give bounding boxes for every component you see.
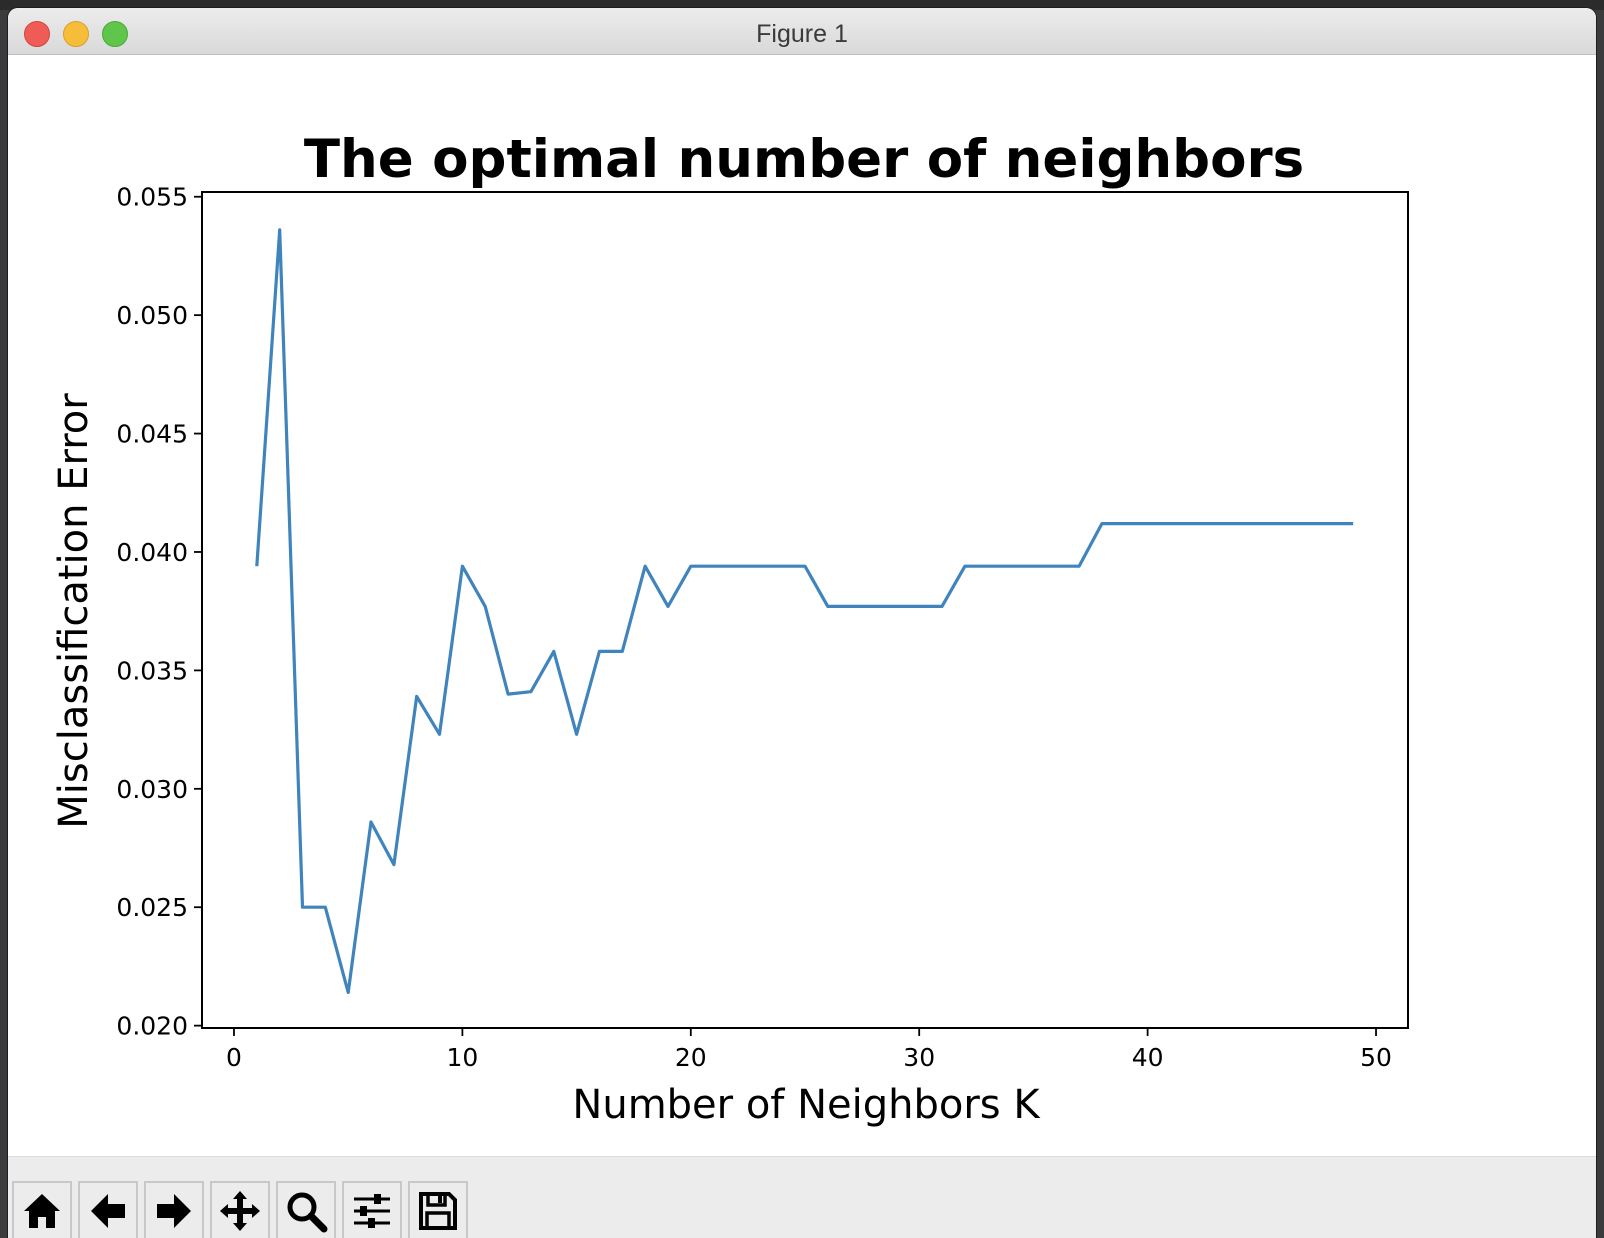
chart-title: The optimal number of neighbors	[304, 129, 1304, 190]
series-line-0	[255, 228, 1354, 995]
x-tick-label: 10	[446, 1043, 478, 1072]
navigation-toolbar	[8, 1156, 1596, 1238]
y-tick-label: 0.030	[116, 775, 188, 804]
y-tick-label: 0.020	[116, 1012, 188, 1041]
window-title: Figure 1	[756, 20, 848, 48]
x-tick-label: 30	[903, 1043, 935, 1072]
x-tick-label: 40	[1132, 1043, 1164, 1072]
arrow-right-icon	[157, 1194, 191, 1228]
y-tick-label: 0.055	[116, 183, 188, 212]
configure-subplots-button[interactable]	[342, 1181, 402, 1238]
y-tick-label: 0.040	[116, 538, 188, 567]
close-window-button[interactable]	[24, 21, 50, 47]
move-icon	[220, 1191, 260, 1231]
x-axis-label: Number of Neighbors K	[572, 1082, 1041, 1128]
home-button[interactable]	[12, 1181, 72, 1238]
x-tick-label: 20	[675, 1043, 707, 1072]
figure-window: Figure 1 The optimal number of neighbors…	[8, 8, 1596, 1238]
forward-button[interactable]	[144, 1181, 204, 1238]
minimize-window-button[interactable]	[63, 21, 89, 47]
chart-canvas[interactable]: The optimal number of neighbors 0 10 20 30 4…	[8, 55, 1596, 1155]
y-tick-label: 0.045	[116, 420, 188, 449]
y-axis-label: Misclassification Error	[51, 393, 97, 829]
home-icon	[24, 1194, 60, 1228]
sliders-icon	[354, 1194, 390, 1228]
y-tick-label: 0.050	[116, 301, 188, 330]
y-tick-label: 0.035	[116, 656, 188, 685]
zoom-button[interactable]	[276, 1181, 336, 1238]
pan-button[interactable]	[210, 1181, 270, 1238]
maximize-window-button[interactable]	[102, 21, 128, 47]
floppy-disk-icon	[419, 1192, 457, 1230]
magnifier-icon	[287, 1192, 328, 1233]
back-button[interactable]	[78, 1181, 138, 1238]
x-tick-label: 50	[1360, 1043, 1392, 1072]
background-editor-strip	[0, 0, 1604, 10]
arrow-left-icon	[91, 1194, 125, 1228]
title-bar[interactable]: Figure 1	[8, 8, 1596, 55]
axes-frame	[201, 191, 1409, 1029]
x-tick-label: 0	[226, 1043, 242, 1072]
save-button[interactable]	[408, 1181, 468, 1238]
y-tick-label: 0.025	[116, 893, 188, 922]
plot-area: 0 10 20 30 40 50 0.020 0.025 0.030 0.035 0.040 0.04…	[116, 183, 1409, 1072]
